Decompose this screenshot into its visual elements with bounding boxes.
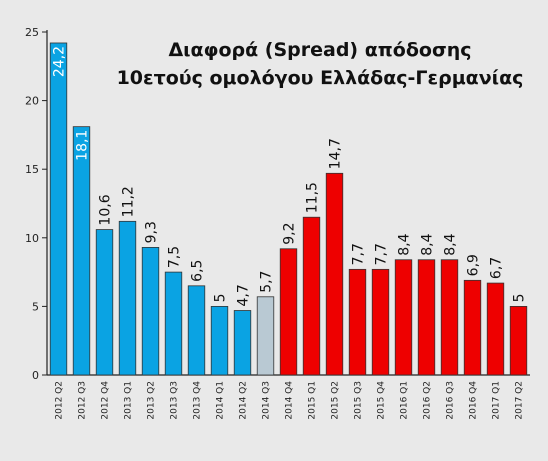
bar xyxy=(302,216,321,376)
bar-value-label: 11,5 xyxy=(305,182,321,213)
bar xyxy=(187,285,206,376)
bar-value-label: 8,4 xyxy=(443,233,459,255)
bar xyxy=(463,279,482,376)
bar-value-label: 24,2 xyxy=(52,46,68,77)
bar xyxy=(141,247,160,376)
y-tick-label: 25 xyxy=(25,26,39,39)
x-tick-label: 2016 Q1 xyxy=(400,381,410,420)
y-tick-label: 0 xyxy=(32,369,39,382)
chart-title-line1: Διαφορά (Spread) απόδοσης xyxy=(168,39,471,61)
x-tick-label: 2014 Q3 xyxy=(262,381,272,420)
bar-value-label: 10,6 xyxy=(98,194,114,225)
bar-value-label: 6,9 xyxy=(466,254,482,276)
bar-value-label: 7,5 xyxy=(167,246,183,268)
y-tick-label: 15 xyxy=(25,163,39,176)
x-tick-label: 2016 Q4 xyxy=(469,381,479,420)
x-tick-label: 2012 Q2 xyxy=(55,381,65,420)
bar xyxy=(371,268,390,376)
bar-value-label: 4,7 xyxy=(236,284,252,306)
bar-value-label: 7,7 xyxy=(374,243,390,265)
y-tick-label: 10 xyxy=(25,232,39,245)
x-tick-label: 2013 Q3 xyxy=(170,381,180,420)
y-tick-label: 5 xyxy=(32,300,39,313)
x-tick-label: 2016 Q3 xyxy=(446,381,456,420)
bar xyxy=(279,248,298,376)
bar-value-label: 7,7 xyxy=(351,243,367,265)
bar xyxy=(325,172,344,376)
chart-title-line2: 10ετούς ομολόγου Ελλάδας-Γερμανίας xyxy=(117,67,524,89)
bar xyxy=(348,268,367,376)
x-tick-label: 2013 Q2 xyxy=(147,381,157,420)
bar-value-label: 5 xyxy=(213,293,229,302)
x-tick-label: 2014 Q4 xyxy=(285,381,295,420)
x-tick-label: 2012 Q4 xyxy=(101,381,111,420)
bar xyxy=(118,220,137,376)
bar-value-label: 14,7 xyxy=(328,138,344,169)
bar xyxy=(509,305,528,376)
bar xyxy=(49,42,68,376)
x-tick-label: 2015 Q1 xyxy=(308,381,318,420)
bar-value-label: 8,4 xyxy=(420,233,436,255)
x-tick-label: 2015 Q3 xyxy=(354,381,364,420)
bar-value-label: 6,5 xyxy=(190,260,206,282)
x-tick-label: 2013 Q1 xyxy=(124,381,134,420)
bar xyxy=(164,271,183,376)
bar-value-label: 18,1 xyxy=(75,130,91,161)
bar xyxy=(95,229,114,376)
bar xyxy=(256,296,275,376)
bar-value-label: 5 xyxy=(512,293,528,302)
x-tick-label: 2017 Q2 xyxy=(515,381,525,420)
x-tick-label: 2014 Q2 xyxy=(239,381,249,420)
bar-value-label: 6,7 xyxy=(489,257,505,279)
x-tick-label: 2014 Q1 xyxy=(216,381,226,420)
bar-value-label: 9,2 xyxy=(282,223,298,245)
bar-value-label: 9,3 xyxy=(144,221,160,243)
bar-value-label: 8,4 xyxy=(397,233,413,255)
bar-value-label: 11,2 xyxy=(121,186,137,217)
x-tick-label: 2015 Q2 xyxy=(331,381,341,420)
bar xyxy=(394,259,413,376)
bar xyxy=(210,305,229,376)
bar xyxy=(486,282,505,376)
bar xyxy=(440,259,459,376)
x-tick-label: 2017 Q1 xyxy=(492,381,502,420)
x-tick-label: 2013 Q4 xyxy=(193,381,203,420)
x-tick-label: 2015 Q4 xyxy=(377,381,387,420)
x-tick-label: 2012 Q3 xyxy=(78,381,88,420)
x-tick-label: 2016 Q2 xyxy=(423,381,433,420)
y-tick-label: 20 xyxy=(25,95,39,108)
bar-value-label: 5,7 xyxy=(259,271,275,293)
bar xyxy=(233,310,252,376)
bar xyxy=(72,126,91,376)
bar xyxy=(417,259,436,376)
